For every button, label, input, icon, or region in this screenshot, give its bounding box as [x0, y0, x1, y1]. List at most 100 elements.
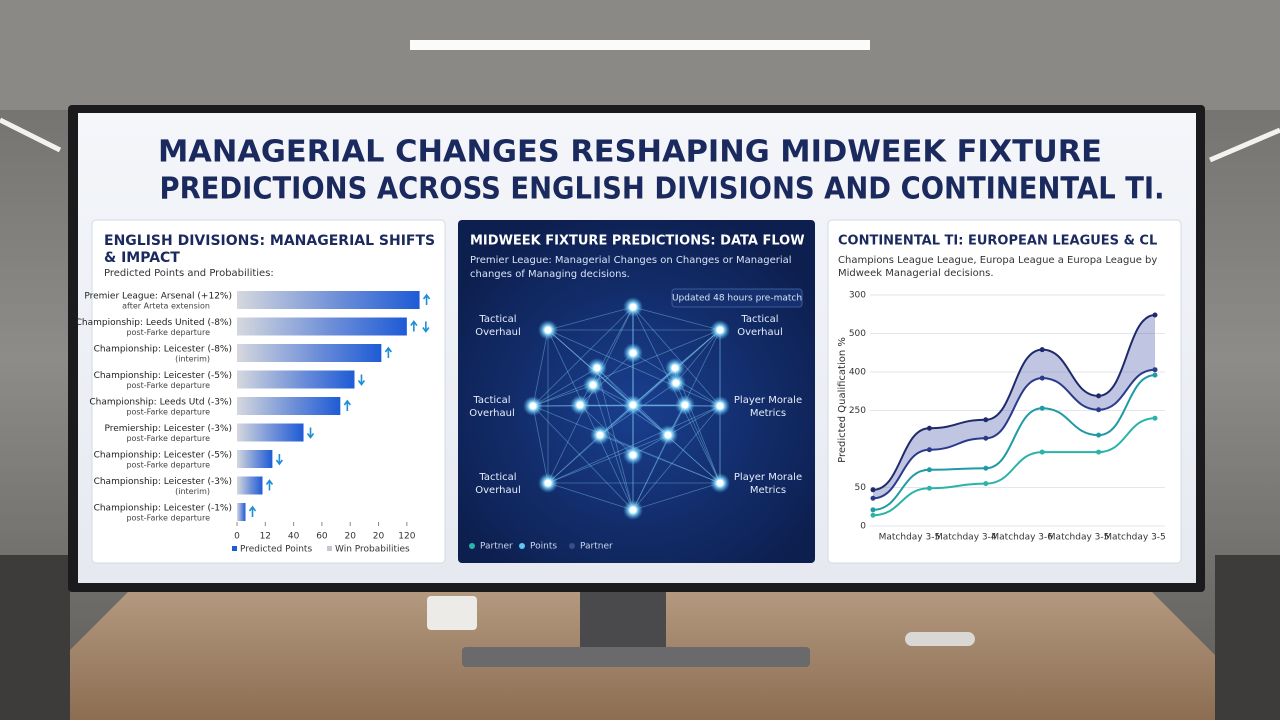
legend-dot [469, 543, 475, 549]
trend-arrow [275, 454, 284, 466]
node [671, 364, 679, 372]
bar [237, 450, 273, 468]
node [681, 401, 689, 409]
network-diagram: MIDWEEK FIXTURE PREDICTIONS: DATA FLOW P… [469, 234, 805, 552]
node-label: Tactical [472, 395, 510, 406]
point [926, 425, 932, 431]
category-sublabel: (interim) [175, 487, 210, 496]
panel-title: ENGLISH DIVISIONS: MANAGERIAL SHIFTS [104, 233, 435, 249]
panel-subtitle: Premier League: Managerial Changes on Ch… [470, 255, 792, 266]
node-label: Overhaul [475, 327, 520, 338]
edge [547, 404, 634, 484]
legend-swatch [232, 546, 237, 551]
series-line [872, 374, 1156, 511]
category-label: Championship: Leeds United (-8%) [76, 318, 232, 328]
category-sublabel: post-Farke departure [126, 461, 210, 470]
point [983, 481, 989, 487]
edge [532, 367, 598, 407]
bar [237, 423, 304, 442]
line-chart: CONTINENTAL TI: EUROPEAN LEAGUES & CL Ch… [837, 234, 1166, 543]
edge [547, 434, 669, 484]
legend-swatch [327, 546, 332, 551]
point [983, 435, 989, 441]
badge-text: Updated 48 hours pre-match [672, 294, 802, 304]
series-line [872, 314, 1156, 491]
category-label: Championship: Leicester (-8%) [94, 345, 232, 355]
bar [237, 291, 420, 309]
node-label: Metrics [750, 408, 786, 419]
y-tick-label: 50 [855, 483, 867, 493]
cup [427, 596, 477, 630]
point [1152, 367, 1158, 373]
category-label: Premiership: Leicester (-3%) [104, 424, 232, 434]
trend-arrow [306, 427, 315, 439]
y-tick-label: 500 [849, 329, 866, 339]
node [716, 326, 724, 334]
category-label: Championship: Leicester (-5%) [94, 371, 232, 381]
node-label: Overhaul [737, 327, 782, 338]
edge [547, 329, 634, 511]
category-sublabel: post-Farke departure [126, 381, 210, 390]
edge [632, 306, 721, 407]
panel-title: CONTINENTAL TI: EUROPEAN LEAGUES & CL [838, 234, 1157, 249]
panel-lines [827, 219, 1182, 564]
edge [632, 306, 721, 331]
edge [632, 329, 721, 511]
edge [596, 367, 634, 511]
x-tick-label: 20 [373, 532, 385, 542]
node [544, 479, 552, 487]
series-line [872, 417, 1156, 517]
edge [532, 384, 594, 407]
edge [532, 405, 634, 511]
node-label: Tactical [740, 314, 778, 325]
trend-arrow [357, 374, 366, 386]
edge [632, 306, 721, 484]
node [629, 451, 637, 459]
node-label: Tactical [478, 314, 516, 325]
edge [532, 329, 721, 407]
category-sublabel: post-Farke departure [126, 328, 210, 337]
panel-subtitle: Predicted Points and Probabilities: [104, 268, 274, 279]
y-axis-label: Predicted Qualification % [837, 337, 848, 463]
edge [632, 405, 721, 511]
trend-arrow [410, 320, 418, 332]
chair [1215, 555, 1280, 720]
x-tick-label: 20 [345, 532, 357, 542]
point [1096, 407, 1102, 413]
node [629, 303, 637, 311]
panel-subtitle: Champions League League, Europa League a… [838, 255, 1157, 266]
node [629, 506, 637, 514]
point [1152, 415, 1158, 421]
point [870, 512, 876, 518]
point [870, 507, 876, 513]
point [1152, 372, 1158, 378]
legend-label: Partner [480, 542, 513, 552]
category-label: Premier League: Arsenal (+12%) [84, 292, 232, 302]
edge [532, 405, 721, 484]
panel-subtitle: changes of Managing decisions. [470, 269, 630, 280]
point [870, 487, 876, 493]
point [1096, 432, 1102, 438]
node-label: Tactical [478, 472, 516, 483]
node [529, 402, 537, 410]
category-label: Championship: Leeds Utd (-3%) [89, 398, 232, 408]
badge [671, 288, 803, 308]
trend-arrow [422, 321, 430, 333]
bar [237, 503, 246, 521]
category-label: Championship: Leicester (-1%) [94, 504, 232, 514]
trend-arrow [422, 293, 431, 305]
edge [579, 352, 634, 406]
title-line: PREDICTIONS ACROSS ENGLISH DIVISIONS AND… [160, 172, 1165, 207]
node [629, 349, 637, 357]
mouse [905, 632, 975, 646]
y-tick-label: 250 [849, 406, 866, 416]
x-tick-label: 60 [316, 532, 328, 542]
bar [237, 317, 407, 336]
point [983, 417, 989, 423]
point [1039, 347, 1045, 353]
light-strip [1209, 127, 1280, 163]
legend-label: Predicted Points [240, 545, 312, 555]
node-label: Overhaul [475, 485, 520, 496]
edge [632, 482, 721, 511]
